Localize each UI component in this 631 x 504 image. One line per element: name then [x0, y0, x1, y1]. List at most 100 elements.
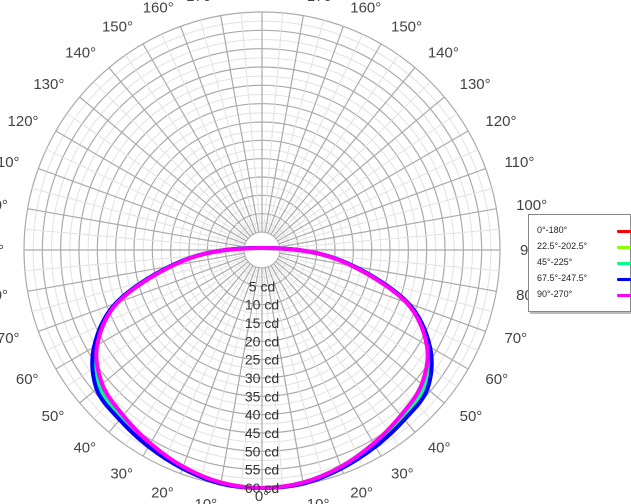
major-spoke	[267, 266, 344, 474]
major-spoke	[108, 67, 251, 237]
angle-tick-label: 0°	[255, 488, 269, 504]
major-spoke	[27, 252, 245, 292]
major-spoke	[79, 96, 249, 239]
major-spoke	[278, 168, 486, 245]
minor-spoke	[66, 113, 248, 241]
angle-tick-label: 120°	[8, 113, 39, 130]
angle-tick-label: 30°	[110, 465, 133, 482]
major-spoke	[55, 258, 247, 370]
angle-tick-label: 110°	[0, 154, 20, 171]
radial-tick-label: 35 cd	[245, 388, 279, 404]
minor-spoke	[199, 267, 258, 481]
angle-tick-label: 40°	[73, 440, 96, 457]
legend-label: 67.5°-247.5°	[537, 273, 588, 283]
legend-label: 90°-270°	[537, 289, 573, 299]
legend-swatch	[617, 262, 631, 265]
minor-spoke	[271, 54, 399, 236]
minor-spoke	[274, 81, 431, 238]
minor-spoke	[93, 81, 250, 238]
radial-tick-label: 60 cd	[245, 480, 279, 496]
angle-tick-label-right: 40°	[428, 440, 451, 457]
major-spoke	[279, 208, 497, 248]
radial-tick-label: 55 cd	[245, 462, 279, 478]
minor-spoke	[274, 262, 431, 419]
angle-tick-label: 100°	[0, 197, 8, 214]
angle-tick-label: 80°	[0, 287, 8, 304]
minor-spoke	[266, 19, 325, 233]
radial-tick-label: 5 cd	[249, 278, 275, 294]
angle-tick-label: 170°	[186, 0, 217, 5]
radial-tick-labels: 5 cd 10 cd 15 cd 20 cd 25 cd 30 cd 35 cd 40 cd 4…	[245, 278, 279, 496]
minor-spoke	[199, 19, 258, 233]
radial-tick-label: 30 cd	[245, 370, 279, 386]
minor-spoke	[240, 12, 261, 233]
legend-label: 45°-225°	[537, 257, 573, 267]
major-spoke	[278, 255, 486, 332]
angle-tick-label-right: 170°	[307, 0, 338, 5]
angle-tick-label-right: 70°	[504, 330, 527, 347]
legend-swatch	[617, 246, 631, 249]
angle-tick-label-right: 50°	[460, 408, 483, 425]
major-spoke	[270, 265, 382, 457]
major-spoke	[220, 267, 260, 485]
major-spoke	[279, 252, 497, 292]
legend-label: 0°-180°	[537, 225, 568, 235]
angle-tick-label-right: 150°	[391, 19, 422, 36]
angle-tick-label-right: 130°	[460, 76, 491, 93]
legend-swatch	[617, 278, 631, 281]
radial-tick-label: 45 cd	[245, 425, 279, 441]
minor-spoke	[279, 187, 493, 246]
major-spoke	[142, 43, 254, 235]
minor-spoke	[263, 267, 284, 488]
minor-spoke	[271, 264, 399, 446]
major-spoke	[55, 130, 247, 242]
minor-spoke	[269, 266, 364, 466]
angle-tick-label-right: 20°	[350, 484, 373, 501]
polar-grid	[23, 11, 501, 489]
major-spoke	[267, 26, 344, 234]
legend-item: 0°-180°	[537, 225, 631, 235]
angle-tick-labels: 0° 10° 20° 30° 40° 50° 60° 70° 80° 90° 100° 110° 120…	[0, 0, 547, 504]
angle-tick-label: 180°	[246, 0, 277, 1]
major-spoke	[180, 26, 257, 234]
major-spoke	[38, 168, 246, 245]
angle-tick-label-right: 30°	[391, 465, 414, 482]
major-spoke	[79, 261, 249, 404]
angle-tick-label-right: 100°	[516, 197, 547, 214]
minor-spoke	[263, 12, 284, 233]
major-spoke	[277, 130, 469, 242]
legend-item: 67.5°-247.5°	[537, 273, 631, 283]
angle-tick-label-right: 120°	[485, 113, 516, 130]
angle-tick-label-right: 160°	[350, 0, 381, 17]
major-spoke	[277, 258, 469, 370]
major-spoke	[273, 67, 416, 237]
minor-spoke	[266, 267, 325, 481]
angle-tick-label: 90°	[0, 242, 4, 259]
series-curves	[90, 246, 434, 490]
angle-tick-label-right: 140°	[428, 44, 459, 61]
minor-spoke	[46, 257, 246, 352]
angle-tick-label: 130°	[33, 76, 64, 93]
major-spoke	[180, 266, 257, 474]
angle-tick-label-right: 110°	[504, 154, 534, 171]
legend-swatch	[617, 230, 631, 233]
minor-spoke	[276, 113, 458, 241]
angle-tick-label: 150°	[102, 19, 133, 36]
series-curve-4	[94, 246, 430, 490]
major-spoke	[220, 15, 260, 233]
major-spoke	[275, 96, 445, 239]
major-spoke	[142, 265, 254, 457]
major-spoke	[275, 261, 445, 404]
major-spoke	[264, 267, 304, 485]
major-spoke	[108, 263, 251, 433]
angle-tick-label: 160°	[143, 0, 174, 17]
minor-spoke	[160, 34, 255, 234]
minor-spoke	[93, 262, 250, 419]
angle-tick-label: 60°	[16, 371, 39, 388]
angle-tick-label: 10°	[195, 496, 218, 504]
radial-tick-label: 25 cd	[245, 352, 279, 368]
minor-spoke	[125, 264, 253, 446]
minor-spoke	[240, 267, 261, 488]
legend-item: 90°-270°	[537, 289, 631, 299]
